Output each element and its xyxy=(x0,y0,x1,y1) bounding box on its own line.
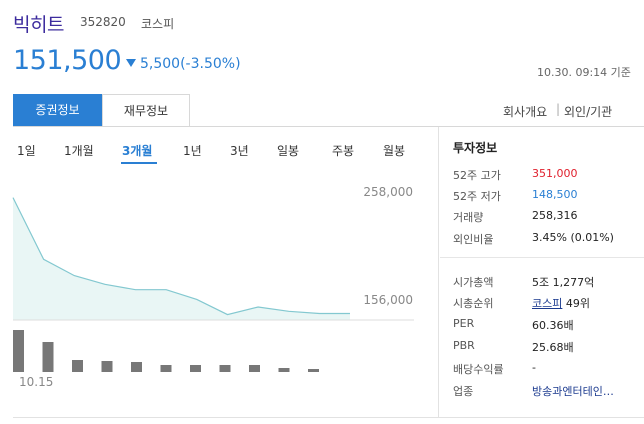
period-weekly[interactable]: 주봉 xyxy=(332,144,355,158)
price-chart: 258,000 156,000 10.15 xyxy=(12,185,414,389)
info-label-pbr: PBR xyxy=(453,339,475,352)
info-label-market-cap: 시가총액 xyxy=(453,276,494,289)
info-value-pbr: 25.68배 xyxy=(532,341,574,354)
current-price: 151,500 xyxy=(13,45,122,76)
kospi-link[interactable]: 코스피 xyxy=(532,297,563,310)
info-value-foreign-ratio: 3.45% (0.01%) xyxy=(532,231,614,244)
volume-bar-1 xyxy=(42,342,54,372)
stock-code: 352820 xyxy=(80,15,126,29)
link-separator: | xyxy=(556,102,561,116)
info-value-volume: 258,316 xyxy=(532,209,578,222)
stock-name: 빅히트 xyxy=(13,14,64,36)
price-change: 5,500(-3.50%) xyxy=(140,56,241,72)
tab-stock-info[interactable]: 증권정보 xyxy=(13,94,102,127)
period-1d[interactable]: 1일 xyxy=(17,144,36,158)
company-overview-link[interactable]: 회사개요 xyxy=(503,105,548,119)
info-label-per: PER xyxy=(453,317,475,330)
info-label-cap-rank: 시총순위 xyxy=(453,297,494,310)
volume-bar-7 xyxy=(219,365,231,372)
info-separator xyxy=(440,257,644,258)
volume-bar-8 xyxy=(249,365,260,372)
period-monthly[interactable]: 월봉 xyxy=(383,144,406,158)
volume-bar-9 xyxy=(278,368,290,372)
period-daily[interactable]: 일봉 xyxy=(277,144,300,158)
info-value-52w-high: 351,000 xyxy=(532,167,578,180)
volume-bar-2 xyxy=(72,360,83,372)
volume-bar-4 xyxy=(131,362,142,372)
price-line xyxy=(12,197,350,316)
info-label-52w-high: 52주 고가 xyxy=(453,169,501,182)
period-3y[interactable]: 3년 xyxy=(230,144,249,158)
period-3m[interactable]: 3개월 xyxy=(122,144,153,158)
volume-bar-3 xyxy=(101,361,113,372)
info-label-industry: 업종 xyxy=(453,385,474,398)
active-period-indicator xyxy=(121,162,157,164)
volume-bar-5 xyxy=(160,365,172,372)
info-label-volume: 거래량 xyxy=(453,211,484,224)
cap-rank-value: 49위 xyxy=(565,297,590,310)
y-tick-label-low: 156,000 xyxy=(363,293,413,307)
info-value-per: 60.36배 xyxy=(532,319,574,332)
foreign-institution-link[interactable]: 외인/기관 xyxy=(564,105,613,119)
timestamp: 10.30. 09:14 기준 xyxy=(537,66,631,79)
period-1m[interactable]: 1개월 xyxy=(64,144,94,158)
down-arrow-icon xyxy=(126,59,136,67)
info-value-market-cap: 5조 1,277억 xyxy=(532,276,595,289)
info-label-foreign-ratio: 외인비율 xyxy=(453,233,494,246)
y-tick-label-high: 258,000 xyxy=(363,185,413,199)
price-area xyxy=(13,197,350,320)
period-1y[interactable]: 1년 xyxy=(183,144,202,158)
industry-link[interactable]: 방송과엔터테인… xyxy=(532,385,614,398)
x-tick-label: 10.15 xyxy=(19,375,53,389)
volume-bar-0 xyxy=(13,330,24,372)
volume-bar-6 xyxy=(190,365,201,372)
info-value-cap-rank: 코스피 49위 xyxy=(532,295,590,311)
info-value-52w-low: 148,500 xyxy=(532,188,578,201)
info-value-dividend-yield: - xyxy=(532,361,536,374)
info-label-dividend-yield: 배당수익률 xyxy=(453,363,504,376)
tab-financial-info[interactable]: 재무정보 xyxy=(102,94,190,127)
tab-divider xyxy=(13,126,644,127)
investment-info-title: 투자정보 xyxy=(453,141,498,155)
stock-market: 코스피 xyxy=(141,17,175,31)
volume-bar-10 xyxy=(308,369,319,372)
panel-divider xyxy=(438,127,439,417)
bottom-border xyxy=(13,417,644,418)
info-label-52w-low: 52주 저가 xyxy=(453,190,501,203)
